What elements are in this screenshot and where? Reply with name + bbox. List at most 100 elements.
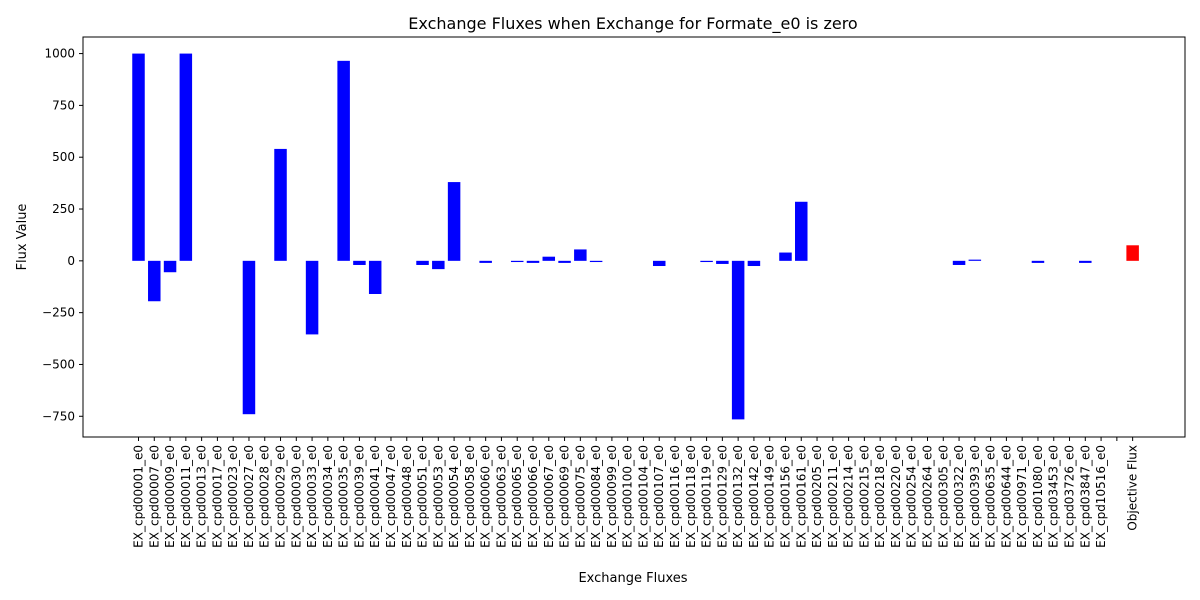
x-tick-label: EX_cpd00027_e0 — [242, 445, 256, 548]
bar — [1031, 260, 1045, 263]
y-tick-label: 250 — [52, 202, 75, 216]
x-tick-label: EX_cpd00013_e0 — [195, 445, 209, 548]
x-tick-label: EX_cpd00041_e0 — [368, 445, 382, 548]
bar — [242, 260, 256, 415]
bar — [589, 260, 603, 263]
x-tick-label: EX_cpd00099_e0 — [605, 445, 619, 548]
x-tick-label: EX_cpd00393_e0 — [968, 445, 982, 548]
x-tick-label: EX_cpd00048_e0 — [400, 445, 414, 548]
bar — [447, 182, 461, 261]
bar — [368, 260, 382, 294]
bar — [795, 201, 808, 261]
x-tick-label: EX_cpd00054_e0 — [447, 445, 461, 548]
x-tick-label: EX_cpd01080_e0 — [1031, 445, 1045, 548]
y-tick-label: 750 — [52, 98, 75, 112]
x-tick-label: EX_cpd00051_e0 — [416, 445, 430, 548]
y-tick-label: −750 — [42, 409, 75, 423]
bar — [574, 249, 587, 261]
x-tick-label: EX_cpd00035_e0 — [337, 445, 351, 548]
x-tick-label: EX_cpd00029_e0 — [274, 445, 288, 548]
bar — [353, 260, 366, 265]
bar — [952, 260, 966, 265]
x-tick-label: EX_cpd00142_e0 — [747, 445, 761, 548]
x-tick-label: EX_cpd00104_e0 — [636, 445, 650, 548]
bar — [274, 148, 287, 261]
bar — [1126, 245, 1139, 261]
bar — [652, 260, 666, 267]
x-tick-label: EX_cpd00084_e0 — [589, 445, 603, 548]
bar — [968, 259, 982, 261]
x-tick-label: EX_cpd00971_e0 — [1015, 445, 1029, 548]
x-tick-label: EX_cpd00129_e0 — [715, 445, 729, 548]
bar — [779, 252, 792, 261]
bar — [148, 260, 161, 302]
x-tick-label: EX_cpd00205_e0 — [810, 445, 824, 548]
x-tick-label: EX_cpd00220_e0 — [889, 445, 903, 548]
x-tick-label: EX_cpd00119_e0 — [700, 445, 714, 548]
x-tick-label: EX_cpd00065_e0 — [510, 445, 524, 548]
x-tick-label: EX_cpd00107_e0 — [652, 445, 666, 548]
bar — [510, 260, 524, 263]
bar — [542, 256, 556, 261]
x-tick-label: EX_cpd00264_e0 — [921, 445, 935, 548]
x-tick-label: EX_cpd00066_e0 — [526, 445, 540, 548]
bar — [179, 53, 193, 261]
bars-group — [132, 53, 1139, 420]
x-tick-label: EX_cpd00075_e0 — [573, 445, 587, 548]
bar — [337, 60, 350, 261]
bar — [731, 260, 745, 420]
x-tick-label: EX_cpd00254_e0 — [905, 445, 919, 548]
x-tick-label: EX_cpd00635_e0 — [984, 445, 998, 548]
x-tick-label: EX_cpd00215_e0 — [857, 445, 871, 548]
bar — [479, 260, 492, 263]
x-tick-label: EX_cpd00034_e0 — [321, 445, 335, 548]
y-tick-label: 1000 — [44, 47, 75, 61]
x-axis: EX_cpd00001_e0 EX_cpd00007_e0 EX_cpd00009_… — [132, 437, 1140, 548]
bar — [747, 260, 761, 267]
x-tick-label: EX_cpd00100_e0 — [621, 445, 635, 548]
bar — [163, 260, 177, 273]
x-tick-label: EX_cpd00033_e0 — [305, 445, 319, 548]
bar — [526, 260, 540, 263]
x-tick-label: EX_cpd03453_e0 — [1047, 445, 1061, 548]
x-tick-label: EX_cpd00009_e0 — [163, 445, 177, 548]
bar — [305, 260, 319, 335]
x-tick-label: EX_cpd00644_e0 — [999, 445, 1013, 548]
x-tick-label: EX_cpd00156_e0 — [778, 445, 792, 548]
x-tick-label: EX_cpd00322_e0 — [952, 445, 966, 548]
bar — [132, 53, 145, 261]
x-tick-label: EX_cpd00067_e0 — [542, 445, 556, 548]
x-tick-label: EX_cpd00053_e0 — [431, 445, 445, 548]
x-tick-label: EX_cpd03847_e0 — [1078, 445, 1092, 548]
plot-area-frame — [82, 36, 1186, 438]
x-tick-label: EX_cpd03726_e0 — [1063, 445, 1077, 548]
x-tick-label: EX_cpd00132_e0 — [731, 445, 745, 548]
x-tick-label: EX_cpd00149_e0 — [763, 445, 777, 548]
x-tick-label: EX_cpd00161_e0 — [794, 445, 808, 548]
x-tick-label: EX_cpd00028_e0 — [258, 445, 272, 548]
x-tick-label: EX_cpd00030_e0 — [289, 445, 303, 548]
x-tick-label: EX_cpd00063_e0 — [494, 445, 508, 548]
x-tick-label: EX_cpd00305_e0 — [936, 445, 950, 548]
x-tick-label: EX_cpd00047_e0 — [384, 445, 398, 548]
x-tick-label: EX_cpd00039_e0 — [352, 445, 366, 548]
y-tick-label: 500 — [52, 150, 75, 164]
bar — [1079, 260, 1092, 263]
bar — [416, 260, 429, 265]
x-tick-label: EX_cpd00017_e0 — [210, 445, 224, 548]
chart-title: Exchange Fluxes when Exchange for Format… — [408, 14, 857, 34]
x-tick-label: EX_cpd00007_e0 — [147, 445, 161, 548]
x-tick-label: EX_cpd00118_e0 — [684, 445, 698, 548]
y-axis-label: Flux Value — [15, 204, 30, 271]
x-tick-label: EX_cpd00218_e0 — [873, 445, 887, 548]
x-tick-label: EX_cpd00011_e0 — [179, 445, 193, 548]
bar — [716, 260, 729, 264]
x-tick-label: EX_cpd00023_e0 — [226, 445, 240, 548]
bar — [432, 260, 445, 270]
x-tick-label: EX_cpd00211_e0 — [826, 445, 840, 548]
bar — [700, 260, 713, 263]
x-tick-label: EX_cpd00060_e0 — [479, 445, 493, 548]
x-tick-label: EX_cpd10516_e0 — [1094, 445, 1108, 548]
